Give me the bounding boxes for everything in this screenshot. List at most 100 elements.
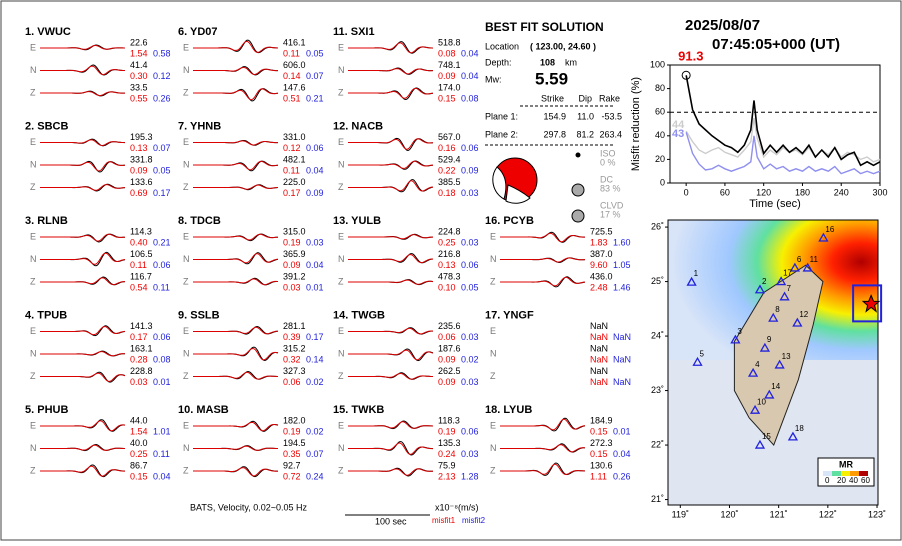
component-label: N xyxy=(183,254,190,264)
y-tick-label: 40 xyxy=(655,130,665,140)
y-tick-label: 26˚ xyxy=(651,221,664,231)
misfit2: 1.60 xyxy=(613,237,631,247)
location-label: Location xyxy=(485,41,519,51)
misfit1: 0.69 xyxy=(130,188,148,198)
misfit1: 0.19 xyxy=(283,426,301,436)
station-number: 1 xyxy=(694,269,699,278)
misfit2: 0.09 xyxy=(306,188,324,198)
x-tick-label: 123˚ xyxy=(868,509,886,519)
misfit2: 0.05 xyxy=(153,165,171,175)
waveform-synthetic xyxy=(348,138,434,150)
waveform-synthetic xyxy=(193,160,279,171)
misfit1: 0.11 xyxy=(283,48,300,58)
misfit1: 0.09 xyxy=(438,71,456,81)
legend-tick: 60 xyxy=(861,476,870,485)
misfit1: 2.48 xyxy=(590,282,608,292)
location: ( 123.00, 24.60 ) xyxy=(530,41,596,51)
misfit2: 0.01 xyxy=(153,377,171,387)
misfit2-key: misfit2 xyxy=(462,516,486,525)
station-marker xyxy=(774,359,785,369)
component-label: N xyxy=(183,348,190,358)
component-label: E xyxy=(338,326,344,336)
station-marker xyxy=(768,312,779,322)
misfit2: 0.07 xyxy=(306,71,324,81)
amplitude: 327.3 xyxy=(283,366,306,376)
waveform-synthetic xyxy=(348,349,434,361)
waveform-synthetic xyxy=(193,467,279,477)
component-label: N xyxy=(338,348,345,358)
misfit1: NaN xyxy=(590,354,608,364)
footer-info: BATS, Velocity, 0.02~0.05 Hz xyxy=(190,502,307,512)
waveform-synthetic xyxy=(193,278,278,286)
misfit1: 0.30 xyxy=(130,71,148,81)
amplitude: 135.3 xyxy=(438,438,461,448)
misfit1: 0.40 xyxy=(130,237,148,247)
waveform-observed xyxy=(193,325,278,335)
waveform-synthetic xyxy=(193,326,278,335)
waveform-synthetic xyxy=(193,88,279,101)
station-title: 17. YNGF xyxy=(485,309,534,321)
misfit2: 0.06 xyxy=(153,332,171,342)
misfit2: 0.02 xyxy=(461,354,479,364)
misfit1: 0.08 xyxy=(438,48,456,58)
y-tick-label: 0 xyxy=(660,177,665,187)
waveform-synthetic xyxy=(40,444,125,451)
misfit1: 9.60 xyxy=(590,260,608,270)
misfit-line xyxy=(685,132,881,175)
component-label: E xyxy=(30,231,36,241)
date: 2025/08/07 xyxy=(685,17,760,34)
peak-label: 91.3 xyxy=(678,48,703,63)
amplitude: 187.6 xyxy=(438,343,461,353)
legend-swatch xyxy=(859,471,868,476)
amplitude: 147.6 xyxy=(283,82,306,92)
plane-value: 11.0 xyxy=(577,111,594,121)
waveform-synthetic xyxy=(193,67,278,76)
amplitude: 106.5 xyxy=(130,249,153,259)
misfit1: 0.28 xyxy=(130,354,148,364)
station-number: 14 xyxy=(771,382,780,391)
amplitude: 262.5 xyxy=(438,366,461,376)
amplitude: 114.3 xyxy=(130,226,152,236)
misfit2: 0.01 xyxy=(306,282,324,292)
misfit1: 0.13 xyxy=(438,260,456,270)
component-label: N xyxy=(338,443,345,453)
station-title: 6. YD07 xyxy=(178,26,218,38)
amplitude: 315.0 xyxy=(283,226,306,236)
amplitude: 163.1 xyxy=(130,343,153,353)
amplitude: 391.2 xyxy=(283,271,306,281)
plane-value: -53.5 xyxy=(601,111,622,121)
amplitude: NaN xyxy=(590,321,608,331)
misfit1: 0.22 xyxy=(438,165,456,175)
x-tick-label: 120 xyxy=(756,187,771,197)
component-label: E xyxy=(338,231,344,241)
waveform-observed xyxy=(348,348,434,362)
misfit2: 0.14 xyxy=(306,354,324,364)
component-label: Z xyxy=(490,276,496,286)
x-tick-label: 60 xyxy=(720,187,730,197)
amplitude: 40.0 xyxy=(130,438,148,448)
misfit2: 0.05 xyxy=(461,282,479,292)
solution-title: BEST FIT SOLUTION xyxy=(485,20,604,34)
component-label: Z xyxy=(183,87,189,97)
misfit1: 0.06 xyxy=(283,377,301,387)
amplitude: 315.2 xyxy=(283,343,306,353)
component-label: Z xyxy=(30,87,36,97)
misfit2: 0.21 xyxy=(153,237,171,247)
component-label: Z xyxy=(338,276,344,286)
plane-value: 263.4 xyxy=(599,129,622,139)
units: x10⁻⁸(m/s) xyxy=(435,502,479,512)
misfit1: 0.15 xyxy=(590,426,608,436)
component-label: N xyxy=(183,443,190,453)
mw: 5.59 xyxy=(535,69,568,88)
waveform-synthetic xyxy=(348,42,434,54)
amplitude: 86.7 xyxy=(130,460,148,470)
waveform-synthetic xyxy=(40,91,125,96)
waveform-synthetic xyxy=(193,445,278,451)
legend-swatch xyxy=(841,471,850,476)
waveform-synthetic xyxy=(348,180,433,192)
misfit2: 0.06 xyxy=(461,260,479,270)
station-title: 12. NACB xyxy=(333,120,383,132)
amplitude: 331.0 xyxy=(283,132,306,142)
station-title: 14. TWGB xyxy=(333,309,385,321)
amplitude: NaN xyxy=(590,366,608,376)
